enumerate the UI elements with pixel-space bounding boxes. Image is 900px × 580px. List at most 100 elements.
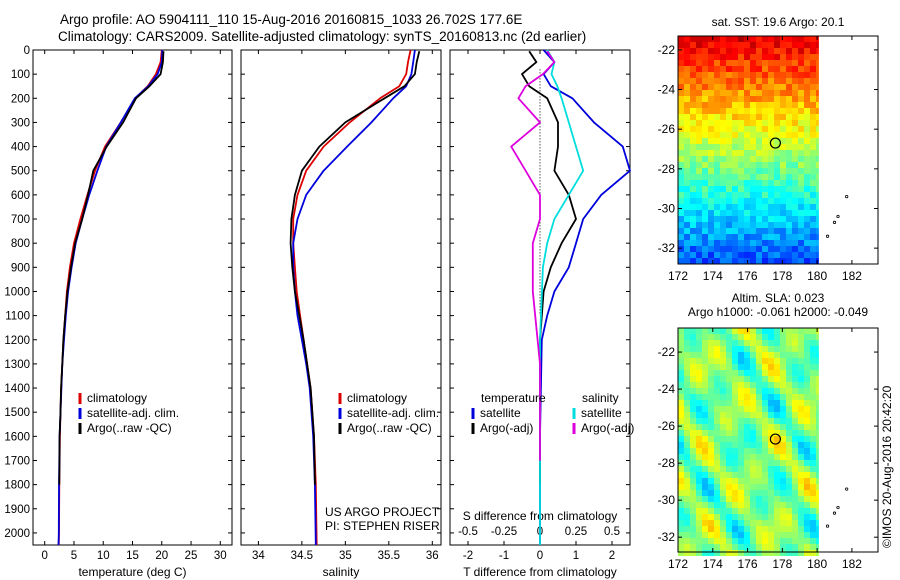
map-cell xyxy=(750,102,756,108)
map-cell xyxy=(690,544,696,550)
map-cell xyxy=(768,180,774,186)
map-cell xyxy=(696,532,702,538)
map-cell xyxy=(756,96,762,102)
map-cell xyxy=(738,328,744,334)
map-cell xyxy=(678,400,684,406)
map-cell xyxy=(720,156,726,162)
map-cell xyxy=(690,120,696,126)
map-cell xyxy=(810,520,816,526)
map-cell xyxy=(804,436,810,442)
map-cell xyxy=(816,364,819,370)
map-cell xyxy=(810,168,816,174)
map-cell xyxy=(810,502,816,508)
map-cell xyxy=(726,90,732,96)
map-cell xyxy=(804,394,810,400)
salinity-profile-xlabel: salinity xyxy=(323,565,360,579)
map-cell xyxy=(792,150,798,156)
map-cell xyxy=(816,394,819,400)
map-cell xyxy=(774,204,780,210)
map-cell xyxy=(684,84,690,90)
map-cell xyxy=(732,376,738,382)
map-cell xyxy=(702,358,708,364)
map-cell xyxy=(786,144,792,150)
map-cell xyxy=(804,520,810,526)
map-cell xyxy=(792,352,798,358)
map-cell xyxy=(714,490,720,496)
map-cell xyxy=(780,478,786,484)
map-cell xyxy=(732,252,738,258)
map-cell xyxy=(816,42,819,48)
map-cell xyxy=(726,490,732,496)
map-cell xyxy=(756,442,762,448)
map-cell xyxy=(750,406,756,412)
map-cell xyxy=(804,138,810,144)
map-cell xyxy=(690,490,696,496)
map-cell xyxy=(756,246,762,252)
map-cell xyxy=(732,496,738,502)
map-cell xyxy=(696,418,702,424)
map-cell xyxy=(756,174,762,180)
map-cell xyxy=(798,216,804,222)
map-cell xyxy=(768,490,774,496)
island-mark xyxy=(845,194,849,199)
map-cell xyxy=(720,246,726,252)
map-cell xyxy=(708,66,714,72)
map-cell xyxy=(726,400,732,406)
map-cell xyxy=(702,394,708,400)
map-cell xyxy=(780,240,786,246)
map-cell xyxy=(702,550,708,556)
map-cell xyxy=(714,222,720,228)
map-cell xyxy=(750,144,756,150)
map-cell xyxy=(732,48,738,54)
map-cell xyxy=(792,84,798,90)
map-cell xyxy=(720,252,726,258)
map-cell xyxy=(738,90,744,96)
map-cell xyxy=(786,520,792,526)
map-cell xyxy=(690,108,696,114)
map-cell xyxy=(786,156,792,162)
map-cell xyxy=(804,538,810,544)
map-cell xyxy=(762,240,768,246)
depth-tick-label: 1600 xyxy=(4,431,30,443)
map-cell xyxy=(780,180,786,186)
map-cell xyxy=(726,162,732,168)
map-cell xyxy=(690,388,696,394)
map-cell xyxy=(708,234,714,240)
map-cell xyxy=(756,186,762,192)
map-cell xyxy=(678,514,684,520)
map-cell xyxy=(762,502,768,508)
map-cell xyxy=(696,370,702,376)
map-cell xyxy=(744,96,750,102)
map-cell xyxy=(768,156,774,162)
map-cell xyxy=(768,472,774,478)
map-cell xyxy=(690,78,696,84)
map-cell xyxy=(768,460,774,466)
map-cell xyxy=(702,216,708,222)
map-cell xyxy=(738,192,744,198)
map-cell xyxy=(732,520,738,526)
map-cell xyxy=(684,400,690,406)
map-cell xyxy=(726,496,732,502)
map-cell xyxy=(762,48,768,54)
depth-tick-label: 1800 xyxy=(4,480,30,492)
map-cell xyxy=(780,490,786,496)
map-cell xyxy=(804,90,810,96)
map-cell xyxy=(810,60,816,66)
sdiff-tick-label: 0.25 xyxy=(565,526,587,538)
map-cell xyxy=(738,138,744,144)
map-cell xyxy=(738,234,744,240)
map-cell xyxy=(720,120,726,126)
map-cell xyxy=(744,246,750,252)
map-cell xyxy=(696,204,702,210)
map-cell xyxy=(798,234,804,240)
map-cell xyxy=(702,436,708,442)
map-cell xyxy=(816,180,819,186)
map-cell xyxy=(786,424,792,430)
map-cell xyxy=(756,406,762,412)
map-cell xyxy=(690,454,696,460)
map-cell xyxy=(804,150,810,156)
map-cell xyxy=(756,36,762,42)
map-cell xyxy=(702,192,708,198)
map-cell xyxy=(708,168,714,174)
map-cell xyxy=(774,490,780,496)
